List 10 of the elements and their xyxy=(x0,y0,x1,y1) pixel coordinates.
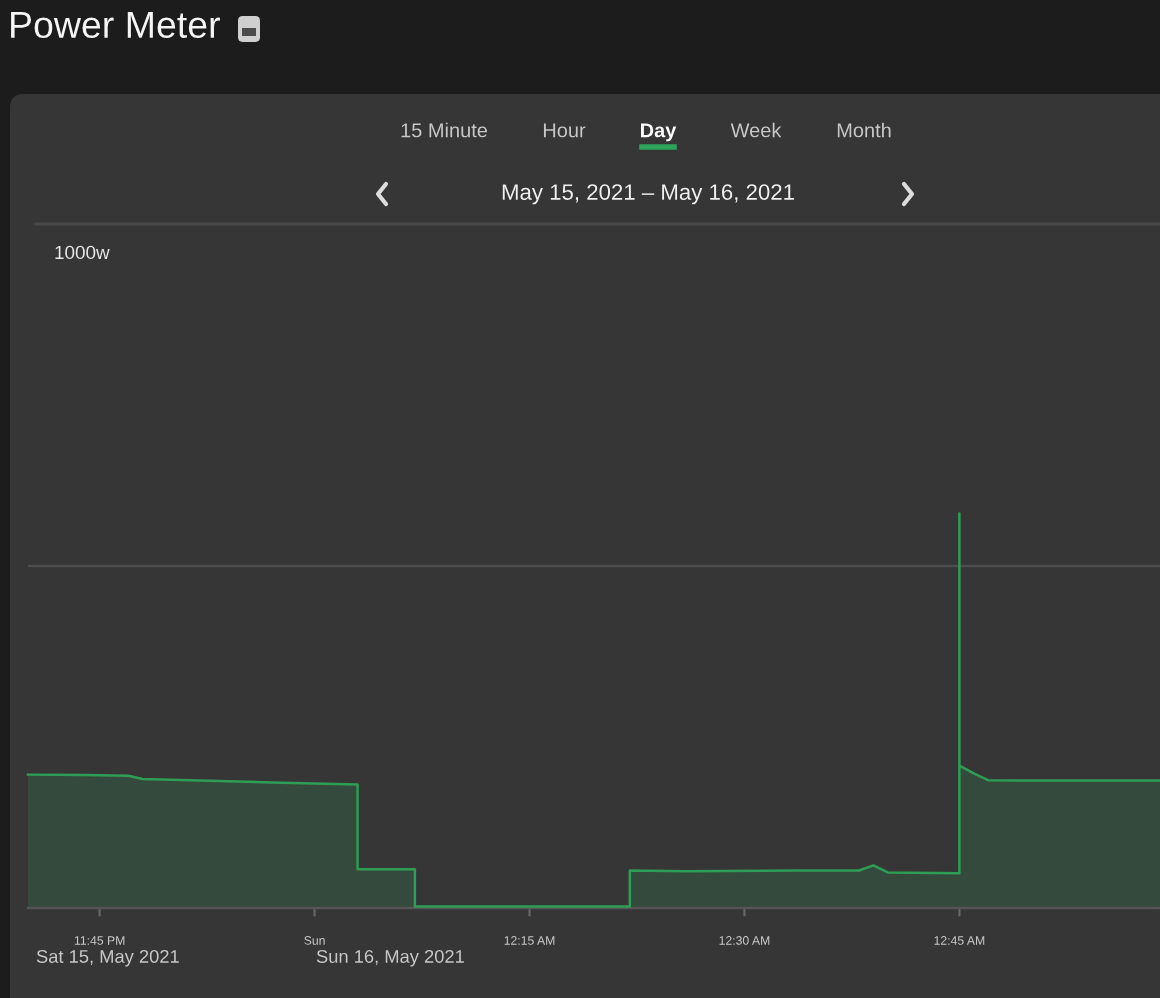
chart-subtitle: May 15, 2021 – May 16, 2021 xyxy=(502,184,794,205)
chart-title: Power Meter xyxy=(11,11,220,39)
text: Day xyxy=(640,123,677,142)
text: Week xyxy=(730,122,782,138)
text: 15 Minute xyxy=(401,122,488,138)
text: Hour xyxy=(543,123,586,138)
text: Sat 15, May 2021 xyxy=(36,949,179,967)
text: Month xyxy=(837,122,891,138)
text: 1000w xyxy=(55,245,110,260)
text: Sun 16, May 2021 xyxy=(316,949,464,967)
